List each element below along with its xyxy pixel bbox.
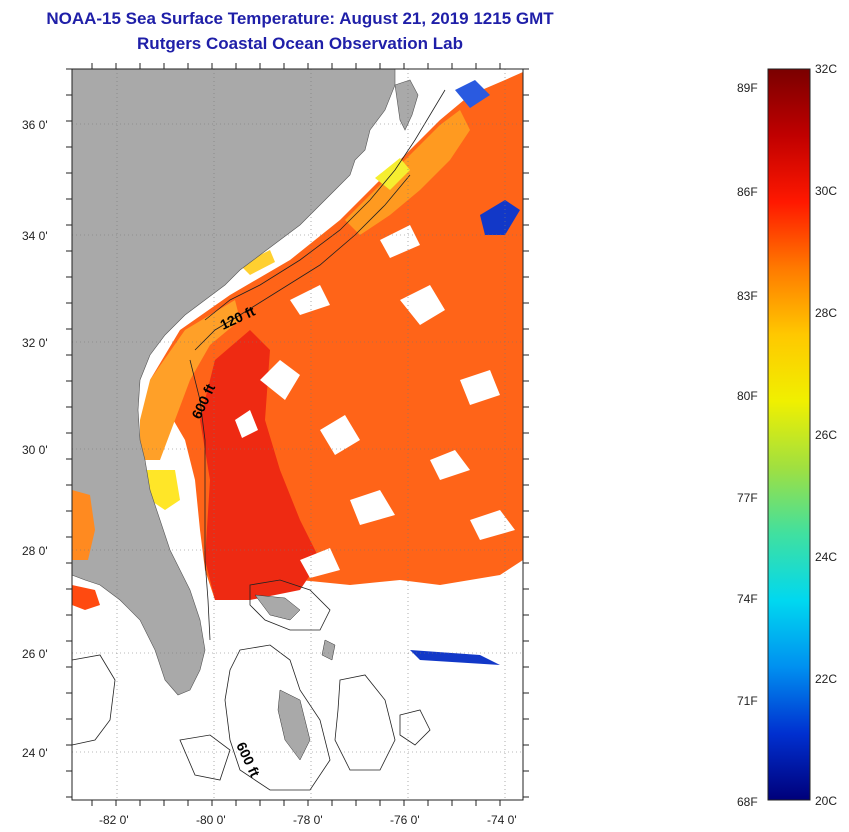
colorbar-gradient (767, 68, 811, 801)
map-frame (71, 68, 524, 801)
lat-label: 34 0' (22, 229, 48, 243)
map-subtitle: Rutgers Coastal Ocean Observation Lab (137, 34, 463, 53)
colorbar-f-label: 83F (737, 289, 758, 303)
sst-cool-patch (375, 158, 410, 190)
ticks (66, 63, 529, 806)
lon-label: -74 0' (487, 813, 517, 827)
sst-nearshore-band (140, 300, 240, 460)
colorbar-c-label: 22C (815, 672, 837, 686)
lon-label: -76 0' (390, 813, 420, 827)
lat-label: 32 0' (22, 336, 48, 350)
lon-label: -82 0' (99, 813, 129, 827)
sst-cool-patch (145, 470, 180, 510)
colorbar-c-label: 20C (815, 794, 837, 808)
sst-cool-patch (240, 250, 275, 275)
sst-cold-spot (480, 200, 520, 235)
depth-contours (189, 89, 446, 641)
lat-label: 26 0' (22, 647, 48, 661)
colorbar-f-label: 77F (737, 491, 758, 505)
outer-banks (394, 79, 419, 131)
cloud-mask (235, 225, 515, 578)
colorbar-c-label: 32C (815, 62, 837, 76)
lat-label: 24 0' (22, 746, 48, 760)
colorbar-f-label: 68F (737, 795, 758, 809)
colorbar-c-label: 24C (815, 550, 837, 564)
gulf-sst (72, 585, 100, 610)
lat-label: 30 0' (22, 443, 48, 457)
colorbar-c-label: 26C (815, 428, 837, 442)
lon-label: -78 0' (293, 813, 323, 827)
sst-cold-spot (455, 80, 490, 108)
colorbar-f-label: 86F (737, 185, 758, 199)
lat-label: 36 0' (22, 118, 48, 132)
colorbar-c-label: 30C (815, 184, 837, 198)
colorbar-f-label: 80F (737, 389, 758, 403)
colorbar-f-label: 71F (737, 694, 758, 708)
sst-cold-spot (410, 650, 500, 665)
land-mass (71, 68, 396, 696)
sst-hot-core (200, 330, 320, 600)
bahamas-islands (254, 594, 336, 761)
gulf-sst (72, 490, 95, 560)
lat-label: 28 0' (22, 544, 48, 558)
colorbar-c-label: 28C (815, 306, 837, 320)
lon-label: -80 0' (196, 813, 226, 827)
colorbar-f-label: 74F (737, 592, 758, 606)
map-title: NOAA-15 Sea Surface Temperature: August … (46, 9, 554, 28)
colorbar-f-label: 89F (737, 81, 758, 95)
